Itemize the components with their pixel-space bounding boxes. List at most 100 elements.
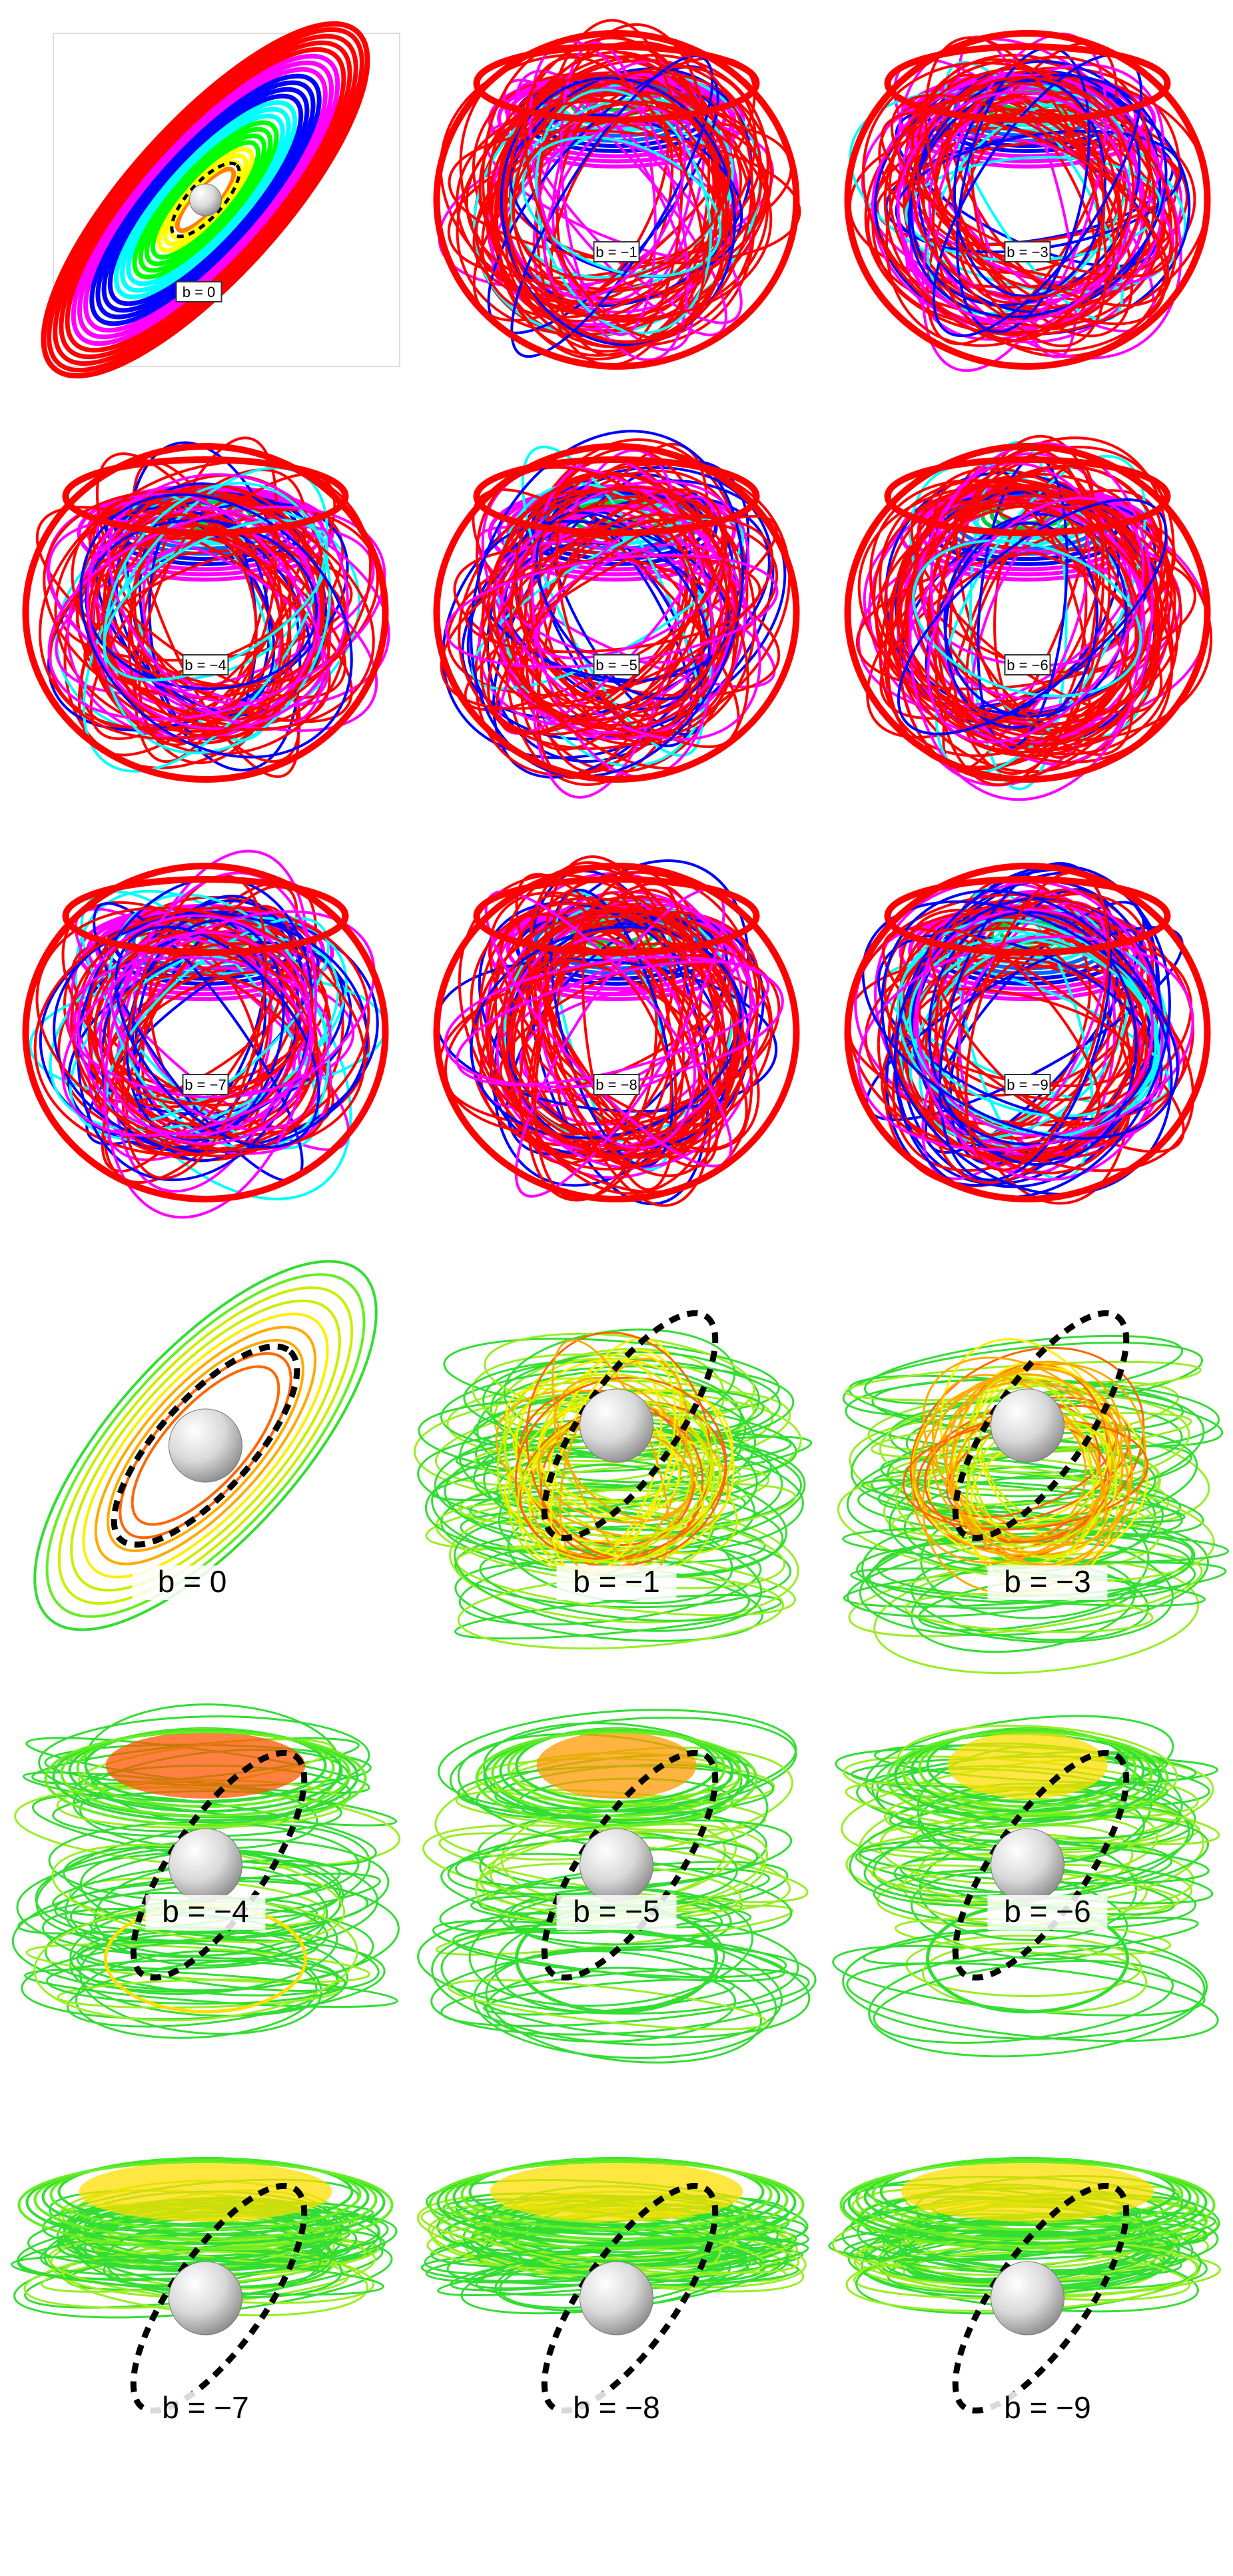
trajectory-loop bbox=[882, 927, 1185, 1153]
bottom-panel-1: b = 0 bbox=[33, 1260, 378, 1631]
top-panel-label: b = 0 bbox=[175, 281, 222, 302]
field-line bbox=[438, 1709, 797, 1813]
cap-ring bbox=[44, 1731, 367, 1827]
bottom-panel-label-text: b = −3 bbox=[1004, 1564, 1090, 1599]
trajectory-loop bbox=[499, 954, 732, 1094]
trajectory-loop bbox=[80, 890, 320, 1150]
trajectory-loop bbox=[912, 539, 1142, 697]
bottom-panel-4: b = −4 bbox=[11, 1703, 401, 2039]
top-panel-label: b = −8 bbox=[593, 1074, 640, 1095]
trajectory-loop bbox=[514, 81, 743, 324]
trajectory-loop bbox=[67, 956, 332, 1098]
field-line bbox=[452, 1927, 787, 1978]
field-line bbox=[24, 1968, 398, 2008]
bottom-panel-2: b = −1 bbox=[414, 1310, 813, 1650]
central-sphere bbox=[991, 2261, 1064, 2336]
orbit-ring bbox=[126, 113, 285, 286]
top-panel-label-text: b = 0 bbox=[183, 284, 216, 300]
rim-ring bbox=[473, 876, 760, 956]
orbit-ring bbox=[89, 73, 322, 326]
orbit-ring bbox=[59, 40, 352, 360]
streamline-ring bbox=[82, 1312, 329, 1579]
trajectory-loop bbox=[509, 504, 698, 709]
top-panel-6: b = −6 bbox=[844, 434, 1213, 801]
bottom-panel-5: b = −5 bbox=[417, 1709, 817, 2064]
streamline-ring bbox=[45, 1273, 366, 1618]
top-panel-label: b = −6 bbox=[1004, 654, 1051, 675]
trajectory-loop bbox=[103, 518, 329, 681]
trajectory-loop bbox=[70, 930, 320, 1158]
top-panel-label-text: b = −1 bbox=[596, 244, 637, 260]
envelope-ring bbox=[433, 443, 800, 783]
bottom-panel-label-text: b = −8 bbox=[573, 2390, 659, 2425]
cap-region bbox=[947, 1732, 1108, 1799]
trajectory-loop bbox=[910, 897, 1163, 1146]
top-panel-2: b = −1 bbox=[433, 19, 801, 370]
hot-loop bbox=[515, 1358, 735, 1558]
field-line bbox=[454, 1514, 763, 1632]
bottom-panel-6: b = −6 bbox=[832, 1715, 1220, 2058]
trajectory-loop bbox=[534, 870, 687, 1201]
trajectory-loop bbox=[889, 488, 1164, 754]
trajectory-loop bbox=[552, 73, 694, 304]
bottom-panel-label-text: b = −5 bbox=[573, 1894, 659, 1929]
hot-loop bbox=[945, 1366, 1133, 1566]
trajectory-loop bbox=[927, 496, 1145, 744]
trajectory-loop bbox=[909, 442, 1154, 801]
top-panel-label-text: b = −6 bbox=[1007, 657, 1048, 673]
trajectory-loop bbox=[548, 505, 705, 736]
outer-ring bbox=[41, 21, 370, 379]
bottom-panel-label: b = −6 bbox=[987, 1894, 1108, 1930]
trajectory-loop bbox=[92, 498, 331, 722]
central-sphere bbox=[580, 1388, 653, 1463]
bottom-panel-label-text: b = −9 bbox=[1004, 2390, 1090, 2425]
envelope-ring bbox=[433, 30, 800, 370]
orbit-ring bbox=[120, 107, 291, 293]
field-line bbox=[842, 1527, 1230, 1563]
cap-ring bbox=[886, 1731, 1169, 1827]
envelope-ring bbox=[22, 863, 389, 1202]
trajectory-loop bbox=[897, 91, 1132, 324]
hot-loop bbox=[514, 1376, 727, 1567]
streamline-ring bbox=[33, 1260, 378, 1631]
rim-ring bbox=[473, 43, 760, 123]
central-sphere bbox=[189, 183, 222, 216]
streamline-ring bbox=[70, 1299, 341, 1592]
trajectory-loop bbox=[53, 912, 369, 1153]
central-sphere bbox=[991, 1388, 1064, 1463]
trajectory-loop bbox=[440, 516, 774, 710]
trajectory-loop bbox=[521, 446, 703, 757]
top-panel-8: b = −8 bbox=[433, 855, 800, 1207]
trajectory-loop bbox=[522, 136, 722, 278]
envelope-ring bbox=[22, 443, 389, 783]
top-panel-label: b = −7 bbox=[182, 1074, 229, 1095]
trajectory-loop bbox=[932, 479, 1134, 756]
central-sphere bbox=[991, 1828, 1064, 1903]
cap-ring bbox=[17, 2160, 394, 2250]
field-line bbox=[430, 1945, 817, 2036]
central-sphere bbox=[580, 1828, 653, 1903]
trajectory-loop bbox=[949, 434, 1105, 775]
top-panel-9: b = −9 bbox=[844, 862, 1211, 1205]
trajectory-loop bbox=[910, 70, 1141, 307]
bottom-panel-7: b = −7 bbox=[11, 2157, 398, 2426]
bottom-panel-label: b = −7 bbox=[145, 2390, 266, 2426]
trajectory-loop bbox=[107, 491, 325, 731]
cap-region bbox=[901, 2162, 1154, 2222]
trajectory-loop bbox=[857, 484, 1213, 742]
central-sphere bbox=[580, 2261, 653, 2336]
trajectory-loop bbox=[515, 873, 719, 1168]
envelope-ring bbox=[844, 863, 1211, 1202]
trajectory-loop bbox=[87, 931, 318, 1151]
trajectory-loop bbox=[883, 67, 1156, 334]
central-sphere bbox=[169, 1828, 242, 1903]
trajectory-loop bbox=[77, 914, 312, 1136]
hot-loop bbox=[496, 1373, 721, 1563]
envelope-ring bbox=[844, 443, 1211, 783]
bottom-panel-label: b = −9 bbox=[987, 2390, 1108, 2426]
orbit-ring bbox=[83, 67, 328, 333]
orbit-path bbox=[170, 161, 241, 238]
orbit-ring bbox=[107, 93, 304, 306]
bottom-panel-label-text: b = −1 bbox=[573, 1564, 659, 1599]
